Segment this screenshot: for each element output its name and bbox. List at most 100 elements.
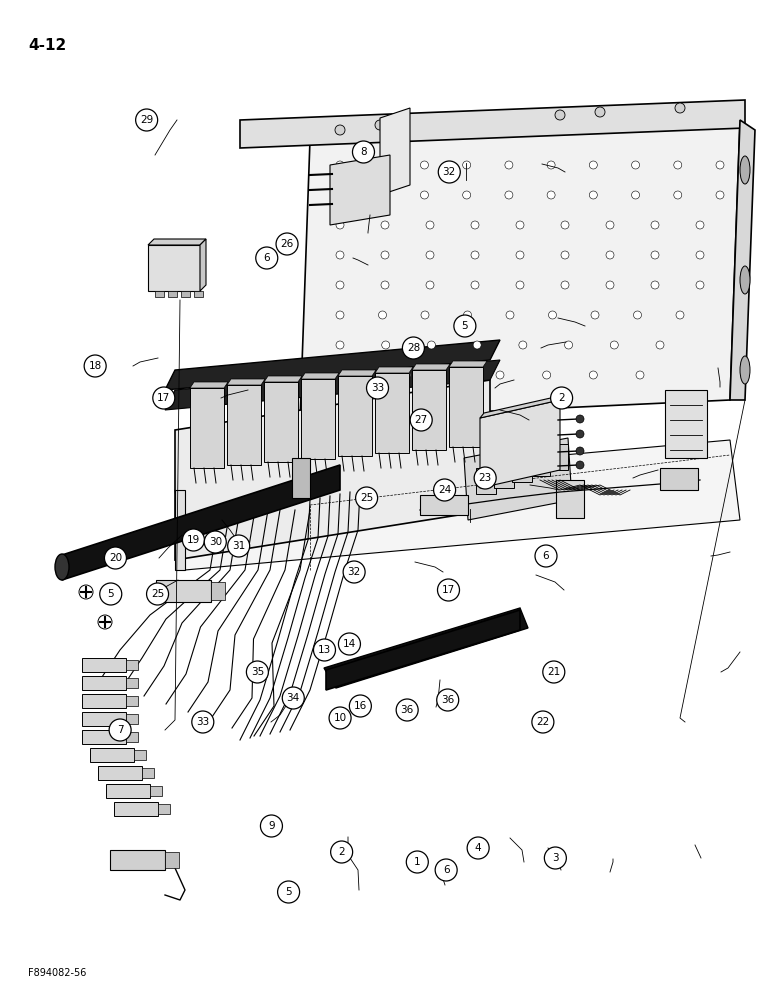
Circle shape <box>410 409 432 431</box>
Text: 7: 7 <box>117 725 123 735</box>
Circle shape <box>505 191 513 199</box>
Circle shape <box>438 579 459 601</box>
Circle shape <box>505 161 513 169</box>
Bar <box>190 388 224 468</box>
Circle shape <box>314 639 335 661</box>
Circle shape <box>434 479 456 501</box>
Circle shape <box>426 221 434 229</box>
Circle shape <box>336 191 344 199</box>
Text: 25: 25 <box>151 589 164 599</box>
Circle shape <box>463 191 470 199</box>
Circle shape <box>636 371 644 379</box>
Text: 24: 24 <box>438 485 451 495</box>
Text: 17: 17 <box>158 393 170 403</box>
Circle shape <box>555 110 565 120</box>
Circle shape <box>454 315 476 337</box>
Text: 20: 20 <box>109 553 122 563</box>
Circle shape <box>543 371 551 379</box>
Circle shape <box>547 161 555 169</box>
Circle shape <box>84 355 106 377</box>
Text: 6: 6 <box>543 551 549 561</box>
Bar <box>449 367 483 447</box>
Circle shape <box>449 371 457 379</box>
Circle shape <box>105 547 126 569</box>
Text: 36: 36 <box>401 705 413 715</box>
Ellipse shape <box>740 156 750 184</box>
Circle shape <box>420 161 428 169</box>
Circle shape <box>406 851 428 873</box>
Circle shape <box>716 191 724 199</box>
Circle shape <box>426 281 434 289</box>
Text: 2: 2 <box>339 847 345 857</box>
Bar <box>227 385 261 465</box>
Polygon shape <box>165 340 500 390</box>
Circle shape <box>606 281 614 289</box>
Text: 32: 32 <box>348 567 360 577</box>
Polygon shape <box>338 370 376 376</box>
Bar <box>142 768 154 778</box>
Polygon shape <box>175 380 490 560</box>
Text: 35: 35 <box>251 667 264 677</box>
Circle shape <box>336 281 344 289</box>
Text: 10: 10 <box>334 713 346 723</box>
Ellipse shape <box>55 554 69 580</box>
Circle shape <box>336 161 344 169</box>
Text: 23: 23 <box>479 473 491 483</box>
Circle shape <box>610 341 619 349</box>
Circle shape <box>496 371 504 379</box>
Circle shape <box>632 191 640 199</box>
Text: 28: 28 <box>407 343 420 353</box>
Circle shape <box>426 251 434 259</box>
Bar <box>512 456 532 482</box>
Circle shape <box>421 311 429 319</box>
Text: 21: 21 <box>548 667 560 677</box>
Text: 33: 33 <box>371 383 384 393</box>
Polygon shape <box>330 155 390 225</box>
Polygon shape <box>730 120 755 400</box>
Circle shape <box>437 689 459 711</box>
Circle shape <box>381 221 389 229</box>
Circle shape <box>356 487 378 509</box>
Circle shape <box>565 341 573 349</box>
Bar <box>476 468 496 494</box>
Polygon shape <box>480 395 564 418</box>
Circle shape <box>606 251 614 259</box>
Bar <box>420 495 468 515</box>
Ellipse shape <box>740 356 750 384</box>
Circle shape <box>516 281 524 289</box>
Text: 5: 5 <box>462 321 468 331</box>
Circle shape <box>548 311 556 319</box>
Text: 17: 17 <box>442 585 455 595</box>
Circle shape <box>651 281 659 289</box>
Text: 30: 30 <box>209 537 222 547</box>
Bar <box>494 462 514 488</box>
Circle shape <box>381 341 390 349</box>
Polygon shape <box>480 400 560 488</box>
Circle shape <box>532 711 554 733</box>
Circle shape <box>378 161 386 169</box>
Circle shape <box>716 161 724 169</box>
Text: 31: 31 <box>232 541 245 551</box>
Circle shape <box>519 341 526 349</box>
Circle shape <box>336 221 344 229</box>
Bar <box>155 291 164 297</box>
Bar <box>114 802 158 816</box>
Bar <box>301 379 335 459</box>
Text: 4-12: 4-12 <box>28 38 66 53</box>
Polygon shape <box>264 376 302 382</box>
Circle shape <box>632 161 640 169</box>
Circle shape <box>471 281 479 289</box>
Circle shape <box>282 687 304 709</box>
Circle shape <box>606 221 614 229</box>
Circle shape <box>535 545 557 567</box>
Circle shape <box>353 141 374 163</box>
Circle shape <box>506 311 514 319</box>
Bar <box>150 786 162 796</box>
Circle shape <box>435 859 457 881</box>
Polygon shape <box>324 608 528 688</box>
Circle shape <box>651 221 659 229</box>
Text: 36: 36 <box>441 695 454 705</box>
Circle shape <box>438 161 460 183</box>
Text: F894082-56: F894082-56 <box>28 968 87 978</box>
Circle shape <box>381 281 389 289</box>
